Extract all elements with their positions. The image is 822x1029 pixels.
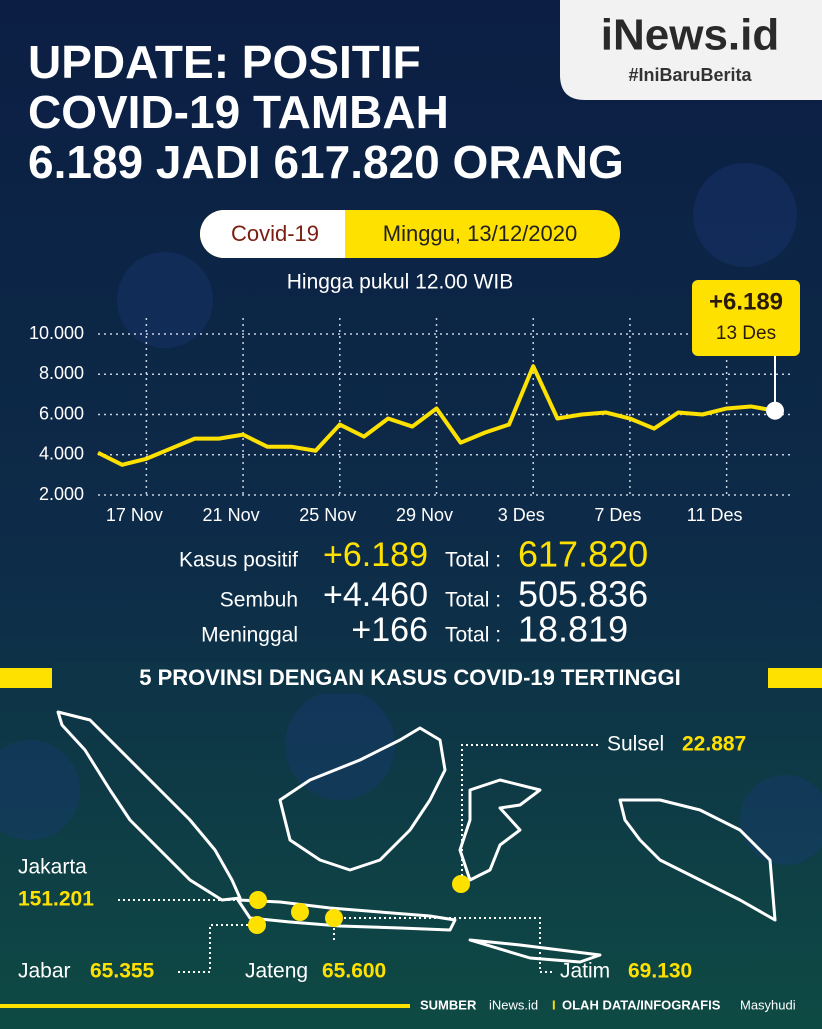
province-value: 69.130 bbox=[628, 960, 692, 983]
province-name: Jabar bbox=[18, 960, 71, 983]
stat-label: Kasus positif bbox=[179, 549, 298, 572]
title-line: UPDATE: POSITIF bbox=[28, 36, 421, 88]
callout-box bbox=[692, 280, 800, 356]
x-tick-label: 29 Nov bbox=[396, 505, 453, 525]
stats: Kasus positif +6.189 Total : 617.820 Sembuh +… bbox=[179, 534, 648, 650]
province-name: Jateng bbox=[245, 960, 308, 983]
section-box bbox=[52, 662, 768, 694]
stat-total: 505.836 bbox=[518, 574, 648, 615]
callout-value: +6.189 bbox=[709, 288, 783, 315]
logo: iNews.id bbox=[601, 11, 780, 60]
footer-credit-label: OLAH DATA/INFOGRAFIS bbox=[562, 997, 721, 1012]
province-value: 65.355 bbox=[90, 960, 155, 983]
province-dot bbox=[291, 903, 309, 921]
footer-credit: Masyhudi bbox=[740, 997, 796, 1012]
stat-change: +4.460 bbox=[323, 576, 428, 614]
province-dot bbox=[325, 909, 343, 927]
chart: 2.000 4.000 6.000 8.000 10.000 17 Nov 21 Nov 25… bbox=[29, 280, 800, 525]
tagline: #IniBaruBerita bbox=[628, 65, 752, 85]
stat-total-label: Total : bbox=[445, 549, 501, 572]
badge-label: Covid-19 bbox=[231, 221, 319, 246]
stat-label: Sembuh bbox=[220, 589, 298, 612]
x-tick-label: 11 Des bbox=[687, 505, 743, 525]
y-tick-label: 8.000 bbox=[39, 363, 84, 383]
title-line: 6.189 JADI 617.820 ORANG bbox=[28, 136, 624, 188]
callout-date: 13 Des bbox=[716, 323, 776, 344]
stat-change: +6.189 bbox=[323, 536, 428, 574]
x-tick-label: 25 Nov bbox=[299, 505, 356, 525]
province-dot bbox=[249, 891, 267, 909]
logo-box bbox=[560, 0, 822, 100]
footer-source: iNews.id bbox=[489, 997, 538, 1012]
footer-source-label: SUMBER bbox=[420, 997, 477, 1012]
line bbox=[97, 364, 776, 467]
x-tick-label: 7 Des bbox=[594, 505, 641, 525]
y-tick-label: 4.000 bbox=[39, 444, 84, 464]
stat-label: Meninggal bbox=[201, 624, 298, 647]
connector bbox=[461, 744, 600, 876]
footer-line bbox=[0, 1004, 410, 1008]
section-title: 5 PROVINSI DENGAN KASUS COVID-19 TERTING… bbox=[139, 665, 681, 690]
province-name: Sulsel bbox=[607, 733, 664, 756]
province-name: Jakarta bbox=[18, 856, 87, 879]
footer-separator: I bbox=[552, 997, 556, 1012]
badge-date: Minggu, 13/12/2020 bbox=[383, 221, 578, 246]
title-line: COVID-19 TAMBAH bbox=[28, 86, 449, 138]
x-tick-label: 21 Nov bbox=[203, 505, 260, 525]
y-tick-label: 10.000 bbox=[29, 323, 84, 343]
province-value: 22.887 bbox=[682, 733, 746, 756]
connector bbox=[178, 924, 248, 973]
stat-total: 18.819 bbox=[518, 609, 628, 650]
x-tick-label: 3 Des bbox=[498, 505, 545, 525]
badge-left bbox=[200, 210, 345, 258]
connector bbox=[344, 917, 552, 973]
stat-total-label: Total : bbox=[445, 624, 501, 647]
chart-subtitle: Hingga pukul 12.00 WIB bbox=[287, 271, 513, 294]
stat-change: +166 bbox=[351, 611, 428, 649]
province-dot bbox=[248, 916, 266, 934]
y-tick-label: 2.000 bbox=[39, 484, 84, 504]
x-tick-label: 17 Nov bbox=[106, 505, 163, 525]
provinces: Sulsel 22.887 Jakarta 151.201 Jabar 65.355 Jat… bbox=[18, 733, 746, 983]
stat-total: 617.820 bbox=[518, 534, 648, 575]
y-tick-label: 6.000 bbox=[39, 403, 84, 423]
stat-total-label: Total : bbox=[445, 589, 501, 612]
province-dot bbox=[452, 875, 470, 893]
province-value: 65.600 bbox=[322, 960, 386, 983]
province-value: 151.201 bbox=[18, 888, 94, 911]
last-point bbox=[766, 401, 784, 420]
province-name: Jatim bbox=[560, 960, 610, 983]
virus-decorations bbox=[0, 163, 822, 865]
